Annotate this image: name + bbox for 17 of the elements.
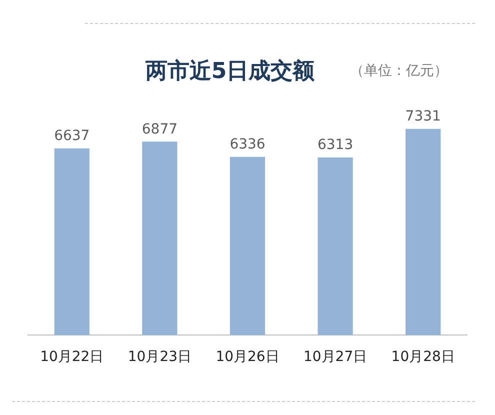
data-label: 6637: [54, 128, 90, 144]
data-label: 6336: [230, 136, 266, 152]
data-label: 6877: [142, 121, 178, 138]
chart-title: 两市近5日成交额: [144, 58, 316, 86]
x-tick-label: 10月23日: [128, 349, 192, 366]
chart-subtitle: （单位：亿元）: [350, 62, 448, 80]
bar: [406, 128, 441, 336]
bar: [54, 148, 90, 336]
x-tick-label: 10月27日: [303, 349, 368, 366]
bar: [318, 157, 353, 336]
bar: [230, 156, 266, 336]
bar: [142, 142, 178, 336]
x-tick-label: 10月28日: [391, 349, 455, 366]
x-tick-label: 10月26日: [216, 349, 280, 366]
data-label: 6313: [317, 137, 354, 154]
data-label: 7331: [405, 108, 441, 124]
x-tick-label: 10月22日: [40, 349, 104, 366]
